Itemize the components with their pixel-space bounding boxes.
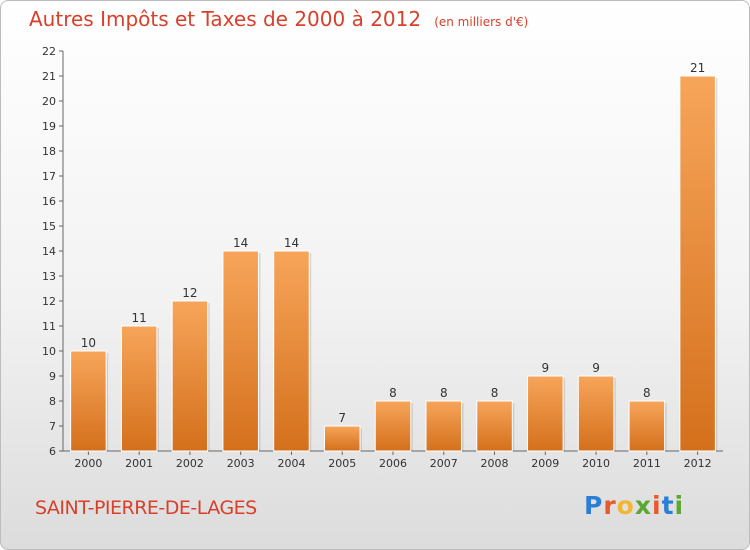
y-tick-label: 14 (42, 245, 56, 258)
bar-value-label: 9 (541, 361, 549, 375)
y-tick-label: 16 (42, 195, 56, 208)
bar-2000 (70, 350, 107, 452)
x-tick-label: 2003 (227, 457, 255, 470)
x-tick-label: 2010 (582, 457, 610, 470)
bar-value-label: 8 (491, 386, 499, 400)
logo-letter: r (603, 491, 617, 520)
bar-value-label: 8 (643, 386, 651, 400)
bar-value-label: 11 (132, 311, 147, 325)
y-tick-label: 21 (42, 70, 56, 83)
y-tick-label: 22 (42, 45, 56, 58)
y-tick-label: 8 (49, 395, 56, 408)
bar-2012 (679, 75, 716, 452)
x-tick-label: 2004 (277, 457, 305, 470)
y-tick-label: 13 (42, 270, 56, 283)
commune-name: SAINT-PIERRE-DE-LAGES (35, 497, 257, 519)
bar-2009 (527, 375, 564, 452)
x-tick-label: 2000 (74, 457, 102, 470)
x-tick-label: 2002 (176, 457, 204, 470)
y-tick-label: 10 (42, 345, 56, 358)
bar-2006 (374, 400, 412, 452)
x-axis: 2000 2001 2002 2003 2004 2005 2006 2007 2008 2009… (63, 450, 723, 470)
bar-value-label: 10 (81, 336, 96, 350)
x-tick-label: 2012 (684, 457, 712, 470)
logo-letter: o (616, 491, 635, 520)
logo-letter: i (652, 491, 662, 520)
logo-letter: P (584, 491, 604, 520)
y-tick-label: 6 (49, 445, 56, 458)
bar-2007 (425, 400, 463, 452)
logo-letter: x (634, 491, 652, 520)
bars (70, 75, 718, 452)
bar-2010 (577, 375, 615, 452)
logo-letter: i (674, 491, 685, 520)
x-tick-label: 2009 (531, 457, 559, 470)
bar-value-label: 14 (284, 236, 299, 250)
x-tick-label: 2007 (430, 457, 458, 470)
bar-value-label: 12 (182, 286, 197, 300)
y-tick-label: 15 (42, 220, 56, 233)
y-tick-label: 7 (49, 420, 56, 433)
bar-value-label: 8 (440, 386, 448, 400)
y-tick-label: 19 (42, 120, 56, 133)
bar-value-label: 8 (389, 386, 397, 400)
bar-2008 (476, 400, 513, 452)
x-tick-label: 2011 (633, 457, 661, 470)
bar-2004 (273, 250, 310, 452)
y-tick-label: 9 (49, 370, 56, 383)
x-tick-label: 2005 (328, 457, 356, 470)
bar-value-label: 21 (690, 61, 705, 75)
y-axis: 6 7 8 9 10 11 12 13 14 15 16 17 18 19 20 21 22 (42, 45, 64, 458)
chart-title: Autres Impôts et Taxes de 2000 à 2012 (29, 7, 422, 31)
y-tick-label: 11 (42, 320, 56, 333)
bar-2011 (628, 400, 666, 452)
bar-2005 (323, 425, 361, 452)
x-tick-label: 2006 (379, 457, 407, 470)
x-tick-label: 2008 (481, 457, 509, 470)
chart-title-row: Autres Impôts et Taxes de 2000 à 2012 (e… (29, 7, 528, 31)
x-tick-label: 2001 (125, 457, 153, 470)
y-tick-label: 18 (42, 145, 56, 158)
logo-letter: t (661, 491, 675, 520)
bar-2003 (222, 250, 259, 452)
bar-2002 (171, 300, 209, 452)
proxiti-logo[interactable]: Proxiti (584, 491, 684, 520)
bar-value-label: 14 (233, 236, 248, 250)
chart-unit-note: (en milliers d'€) (434, 15, 529, 29)
y-tick-label: 17 (42, 170, 56, 183)
bar-value-label: 7 (338, 411, 346, 425)
data-labels: 10 11 12 14 14 7 8 8 8 9 9 8 21 (81, 61, 706, 425)
bar-2001 (120, 325, 158, 452)
bar-value-label: 9 (592, 361, 600, 375)
y-tick-label: 20 (42, 95, 56, 108)
y-tick-label: 12 (42, 295, 56, 308)
